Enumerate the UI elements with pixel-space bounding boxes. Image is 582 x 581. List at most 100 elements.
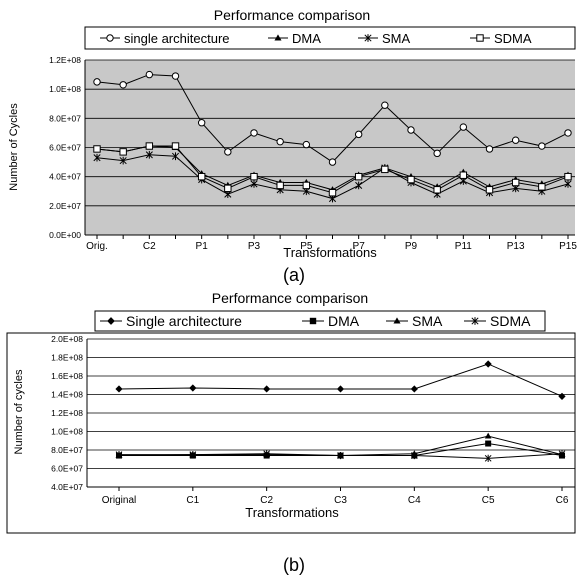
chart-a-x-tick-label: C2 xyxy=(143,241,156,252)
chart-b-legend-items: Single architecture DMA SMA SDMA xyxy=(100,313,531,329)
chart-a-x-ticks: Orig. C2 P1 P3 P5 P7 P9 P11 P13 P15 xyxy=(86,235,577,252)
chart-a-data-point xyxy=(250,172,258,181)
chart-b-data-point xyxy=(484,454,492,462)
chart-b-legend-marker xyxy=(471,317,479,325)
chart-b-data-point xyxy=(410,451,418,460)
chart-b-data-point xyxy=(484,432,492,439)
chart-b-data-point xyxy=(558,450,566,458)
chart-a-data-point xyxy=(564,172,572,181)
chart-b-data-point xyxy=(189,384,197,392)
chart-a-y-ticks: 0.0E+00 2.0E+07 4.0E+07 6.0E+07 8.0E+07 1.0E+… xyxy=(49,55,81,240)
chart-a-data-point xyxy=(119,81,127,89)
chart-a-y-tick-label: 8.0E+07 xyxy=(49,113,81,123)
chart-a-x-tick-label: P15 xyxy=(559,241,577,252)
chart-a-legend-label: SDMA xyxy=(494,31,532,46)
chart-b-caption: (b) xyxy=(283,555,305,575)
chart-a-x-tick-label: P13 xyxy=(507,241,525,252)
chart-b-y-tick-label: 1.2E+08 xyxy=(51,408,83,418)
chart-b-legend-marker xyxy=(107,317,115,325)
chart-a-x-tick-label: P7 xyxy=(353,241,366,252)
chart-a: Performance comparison single architectu… xyxy=(8,7,577,285)
chart-a-legend xyxy=(84,26,576,50)
chart-b-x-tick-label: Original xyxy=(102,495,136,506)
chart-a-data-point xyxy=(276,137,284,146)
chart-b-y-tick-label: 1.6E+08 xyxy=(51,371,83,381)
chart-b: Performance comparison Single architectu… xyxy=(6,290,576,575)
chart-a-data-point xyxy=(302,181,311,190)
chart-a-data-point xyxy=(145,150,153,159)
chart-b-data-point xyxy=(484,360,492,368)
chart-a-data-point xyxy=(381,165,389,174)
chart-a-data-point xyxy=(433,186,441,194)
chart-a-data-point xyxy=(93,153,101,162)
chart-a-data-point xyxy=(564,129,572,137)
chart-b-data-point xyxy=(115,451,123,459)
chart-a-data-point xyxy=(145,70,154,79)
chart-a-data-point xyxy=(171,142,180,150)
chart-a-data-point xyxy=(93,78,101,86)
chart-a-legend-marker xyxy=(364,34,372,42)
chart-b-series xyxy=(115,360,566,462)
chart-b-data-point xyxy=(558,392,566,400)
chart-b-x-label: Transformations xyxy=(245,505,339,520)
chart-a-data-point xyxy=(224,148,232,156)
chart-a-x-tick-label: P11 xyxy=(455,241,472,252)
chart-b-y-tick-label: 4.0E+07 xyxy=(51,482,83,492)
chart-a-y-tick-label: 2.0E+07 xyxy=(49,201,81,211)
chart-b-x-tick-label: C6 xyxy=(556,495,569,506)
chart-b-x-tick-label: C5 xyxy=(482,495,495,506)
chart-b-data-point xyxy=(336,385,345,393)
chart-a-y-tick-label: 0.0E+00 xyxy=(49,230,81,240)
chart-a-data-point xyxy=(250,129,258,137)
chart-a-legend-label: SMA xyxy=(382,31,411,46)
chart-a-caption: (a) xyxy=(283,265,305,285)
chart-a-legend-marker xyxy=(274,34,282,41)
chart-b-x-tick-label: C3 xyxy=(334,495,347,506)
chart-b-frame xyxy=(6,332,576,534)
chart-a-data-point xyxy=(407,126,415,134)
chart-a-y-tick-label: 6.0E+07 xyxy=(49,143,81,153)
chart-b-legend-label: DMA xyxy=(328,313,360,329)
chart-b-y-tick-label: 8.0E+07 xyxy=(51,445,83,455)
chart-a-data-point xyxy=(93,145,101,153)
chart-a-data-point xyxy=(171,72,180,80)
chart-a-data-point xyxy=(538,142,546,150)
chart-b-legend-label: SDMA xyxy=(490,313,531,329)
chart-a-data-point xyxy=(407,175,415,184)
chart-a-y-tick-label: 1.0E+08 xyxy=(49,84,81,94)
chart-a-title: Performance comparison xyxy=(214,7,370,23)
chart-b-y-tick-label: 2.0E+08 xyxy=(51,334,83,344)
chart-a-data-point xyxy=(354,172,363,181)
chart-b-y-tick-label: 1.4E+08 xyxy=(51,390,83,400)
chart-b-x-ticks: Original C1 C2 C3 C4 C5 C6 xyxy=(102,487,569,506)
chart-b-gridlines xyxy=(86,338,575,488)
chart-a-legend-marker xyxy=(106,34,114,42)
chart-a-data-point xyxy=(302,140,311,149)
chart-a-data-point xyxy=(197,119,206,127)
chart-a-data-point xyxy=(328,189,337,197)
chart-a-data-point xyxy=(328,158,337,166)
chart-b-legend-label: Single architecture xyxy=(126,313,242,329)
chart-a-x-label: Transformations xyxy=(283,245,377,260)
chart-a-data-point xyxy=(433,149,441,158)
chart-b-data-point xyxy=(337,451,344,460)
chart-a-data-point xyxy=(511,178,520,187)
chart-a-data-point xyxy=(381,101,389,109)
chart-b-legend-marker xyxy=(309,317,317,325)
chart-b-y-tick-label: 6.0E+07 xyxy=(51,464,83,474)
chart-a-data-point xyxy=(119,156,127,165)
chart-a-data-point xyxy=(511,136,520,144)
chart-b-x-tick-label: C1 xyxy=(186,495,199,506)
chart-a-legend-label: DMA xyxy=(292,31,321,46)
chart-b-y-label: Number of cycles xyxy=(13,369,25,454)
chart-a-data-point xyxy=(145,142,154,150)
chart-b-data-point xyxy=(115,385,123,393)
chart-b-x-tick-label: C4 xyxy=(408,495,421,506)
chart-a-data-point xyxy=(250,180,258,188)
chart-b-x-tick-label: C2 xyxy=(260,495,273,506)
chart-b-data-point xyxy=(189,451,197,459)
chart-a-y-tick-label: 4.0E+07 xyxy=(49,172,81,182)
chart-b-legend-label: SMA xyxy=(412,313,443,329)
chart-a-data-point xyxy=(485,145,494,153)
